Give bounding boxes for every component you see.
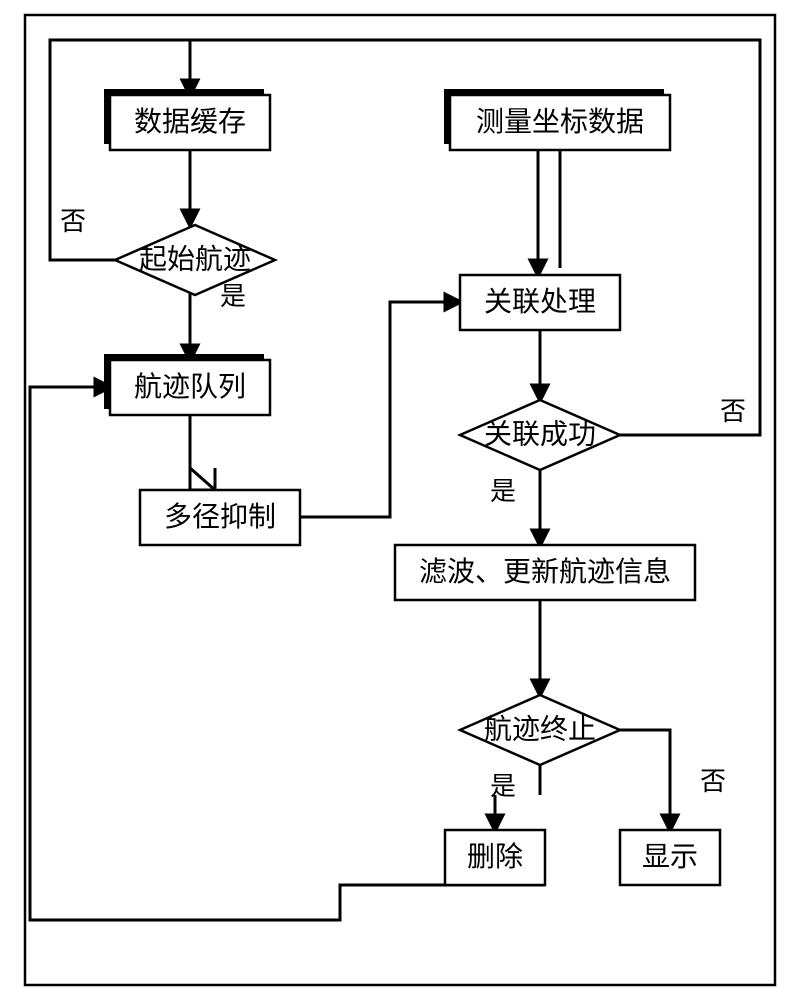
edge-label-yes_init: 是 [220, 282, 246, 311]
track_queue-label: 航迹队列 [134, 371, 246, 403]
edge-label-no_assoc: 否 [720, 397, 746, 426]
edge-label-yes_end: 是 [490, 772, 516, 801]
display: 显示 [620, 830, 720, 885]
display-label: 显示 [642, 842, 698, 873]
data_cache-label: 数据缓存 [134, 106, 246, 138]
assoc_ok: 关联成功 [460, 400, 620, 470]
delete: 删除 [445, 830, 545, 885]
edge-label-yes_assoc: 是 [490, 477, 516, 506]
assoc_ok-label: 关联成功 [484, 419, 596, 451]
filter_update-label: 滤波、更新航迹信息 [419, 556, 671, 588]
edge-4 [190, 468, 215, 490]
edge-14 [620, 730, 670, 830]
edge-label-no_left: 否 [60, 207, 86, 236]
multipath-label: 多径抑制 [164, 501, 276, 533]
track_queue: 航迹队列 [104, 354, 270, 415]
track_end: 航迹终止 [460, 695, 620, 765]
filter_update: 滤波、更新航迹信息 [395, 545, 695, 600]
track_end-label: 航迹终止 [484, 714, 596, 746]
multipath: 多径抑制 [140, 490, 300, 545]
measure_data: 测量坐标数据 [444, 89, 670, 150]
measure_data-label: 测量坐标数据 [476, 106, 644, 138]
edge-label-no_end: 否 [700, 767, 726, 796]
init_track: 起始航迹 [115, 225, 275, 295]
assoc_proc-label: 关联处理 [484, 286, 596, 318]
assoc_proc: 关联处理 [460, 275, 620, 330]
init_track-label: 起始航迹 [139, 244, 251, 276]
delete-label: 删除 [467, 841, 523, 873]
edge-6 [300, 302, 460, 517]
data_cache: 数据缓存 [104, 89, 270, 150]
